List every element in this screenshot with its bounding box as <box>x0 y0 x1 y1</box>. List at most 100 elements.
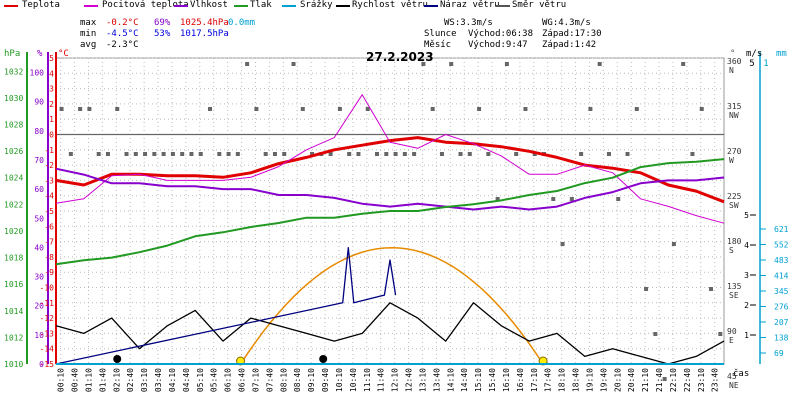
direction-point <box>272 152 277 156</box>
humidity-tick: 30 <box>34 273 44 282</box>
direction-point <box>87 107 92 111</box>
wind-tick: 4 <box>744 241 749 250</box>
temperature-tick: -3 <box>44 176 54 185</box>
legend-rain-swatch <box>282 5 296 7</box>
direction-point <box>588 107 593 111</box>
x-tick: 20:10 <box>613 368 622 392</box>
x-tick: 19:40 <box>599 368 608 392</box>
stats-block: max -0.2°C 69% 1025.4hPa 0.0mm min -4.5°… <box>80 18 280 50</box>
humidity-tick: 50 <box>34 214 44 223</box>
temperature-tick: -8 <box>44 253 54 262</box>
direction-point <box>467 152 472 156</box>
temperature-tick: -5 <box>44 207 54 216</box>
legend-press-label: Tlak <box>250 0 272 10</box>
rain-tick: 69 <box>774 349 784 358</box>
x-tick: 10:40 <box>349 368 358 392</box>
wind-tick: 5 <box>744 211 749 220</box>
x-tick: 01:10 <box>84 368 93 392</box>
temperature-tick: -6 <box>44 222 54 231</box>
temperature-tick: -12 <box>40 314 55 323</box>
pressure-tick: 1022 <box>4 200 23 209</box>
sun-set: Západ:17:30 <box>542 29 602 39</box>
moon-marker <box>319 355 328 363</box>
temperature-tick: -9 <box>44 268 54 277</box>
temperature-tick: -7 <box>44 238 54 247</box>
stats-max-hum: 69% <box>154 18 171 28</box>
direction-point <box>644 287 649 291</box>
pressure-tick: 1028 <box>4 121 23 130</box>
rain-tick: 276 <box>774 303 789 312</box>
stats-min-label: min <box>80 29 97 39</box>
stats-max-temp: -0.2°C <box>106 18 139 28</box>
moon-label: Měsíc <box>424 40 452 50</box>
humidity-tick: 40 <box>34 243 44 252</box>
direction-name: NW <box>729 111 739 120</box>
humidity-tick: 60 <box>34 185 44 194</box>
humidity-tick: 0 <box>39 360 44 369</box>
direction-unit: ° <box>730 49 735 59</box>
direction-point <box>226 152 231 156</box>
wind-speed-line <box>55 302 725 365</box>
direction-tick: 270 <box>727 147 742 156</box>
x-tick: 14:10 <box>446 368 455 392</box>
temperature-tick: -14 <box>40 345 55 354</box>
rain-top-label: 1 <box>763 59 768 69</box>
direction-point <box>681 62 686 66</box>
legend-hum-swatch <box>174 5 188 7</box>
direction-point <box>718 332 723 336</box>
x-tick: 16:40 <box>516 368 525 392</box>
x-tick: 17:40 <box>544 368 553 392</box>
direction-point <box>254 107 259 111</box>
humidity-tick: 70 <box>34 156 44 165</box>
direction-tick: 90 <box>727 327 737 336</box>
direction-name: N <box>729 66 734 75</box>
direction-tick: 315 <box>727 102 742 111</box>
direction-point <box>217 152 222 156</box>
x-tick: 00:40 <box>71 368 80 392</box>
wind-tick: 3 <box>744 271 749 280</box>
direction-tick: 45 <box>727 372 737 381</box>
x-tick: 12:40 <box>405 368 414 392</box>
pressure-tick: 1014 <box>4 307 23 316</box>
pressure-line <box>55 158 725 266</box>
x-tick: 05:40 <box>210 368 219 392</box>
direction-point <box>152 152 157 156</box>
wind-wg: WG:4.3m/s <box>542 18 591 28</box>
direction-point <box>365 107 370 111</box>
direction-point <box>551 197 556 201</box>
direction-point <box>709 287 714 291</box>
humidity-unit: % <box>37 49 43 59</box>
direction-point <box>449 62 454 66</box>
direction-point <box>402 152 407 156</box>
temperature-tick: -2 <box>44 161 54 170</box>
humidity-tick: 90 <box>34 98 44 107</box>
stats-avg-temp: -2.3°C <box>106 40 139 50</box>
direction-tick: 225 <box>727 192 742 201</box>
x-tick: 10:10 <box>335 368 344 392</box>
stats-min-temp: -4.5°C <box>106 29 139 39</box>
x-tick: 18:40 <box>572 368 581 392</box>
direction-point <box>393 152 398 156</box>
direction-point <box>124 152 129 156</box>
x-tick: 23:40 <box>711 368 720 392</box>
rain-tick: 345 <box>774 287 789 296</box>
x-tick: 14:40 <box>460 368 469 392</box>
x-axis-label: čas <box>733 368 749 379</box>
x-tick: 23:10 <box>697 368 706 392</box>
legend-feels-swatch <box>84 5 98 7</box>
temperature-tick: 2 <box>49 100 54 109</box>
pressure-tick: 1024 <box>4 174 23 183</box>
pressure-unit: hPa <box>4 49 20 59</box>
direction-point <box>486 152 491 156</box>
direction-point <box>143 152 148 156</box>
direction-point <box>189 152 194 156</box>
x-tick: 13:40 <box>432 368 441 392</box>
sun-rise: Východ:06:38 <box>468 29 534 39</box>
x-tick: 07:10 <box>251 368 260 392</box>
legend-temp-label: Teplota <box>22 0 60 10</box>
x-tick: 06:10 <box>224 368 233 392</box>
direction-point <box>170 152 175 156</box>
temperature-tick: 4 <box>49 69 54 78</box>
x-tick: 21:10 <box>641 368 650 392</box>
